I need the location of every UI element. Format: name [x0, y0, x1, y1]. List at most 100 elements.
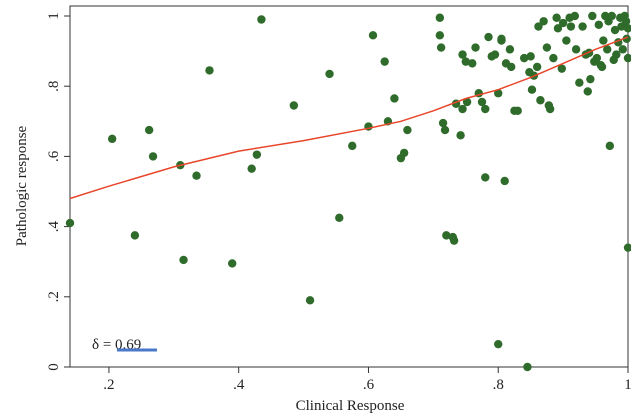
x-axis-title: Clinical Response	[296, 398, 405, 414]
plot-frame	[69, 5, 629, 368]
data-point	[257, 15, 266, 24]
data-point	[612, 50, 621, 59]
data-point	[623, 53, 631, 63]
data-point	[179, 255, 188, 265]
data-point	[588, 11, 597, 21]
data-point	[549, 53, 558, 63]
data-point	[435, 13, 445, 22]
y-tick-label: .6	[46, 150, 62, 162]
data-point	[557, 64, 567, 73]
data-point	[575, 78, 584, 87]
x-tick-label: .6	[363, 377, 375, 393]
data-point	[507, 62, 516, 72]
data-point	[618, 45, 628, 54]
data-point	[380, 57, 389, 66]
data-point	[562, 36, 571, 45]
data-point	[481, 173, 490, 182]
data-point	[442, 231, 451, 240]
data-point	[597, 62, 607, 72]
data-point	[144, 125, 154, 135]
y-tick-label: .4	[46, 220, 62, 232]
fit-line	[69, 36, 629, 200]
data-point	[494, 339, 503, 349]
data-point	[539, 17, 548, 26]
data-point	[594, 20, 604, 29]
data-point	[228, 259, 237, 268]
data-point	[403, 125, 412, 135]
data-point	[558, 18, 568, 28]
delta-equals: =	[99, 337, 115, 353]
delta-symbol: δ	[92, 337, 99, 353]
data-point	[458, 104, 467, 114]
data-point	[532, 62, 542, 72]
plot-border	[69, 5, 629, 368]
data-point	[456, 131, 465, 140]
data-point	[436, 43, 446, 52]
data-point	[534, 22, 543, 31]
x-axis: .2 .4 .6 .8 1	[103, 367, 631, 393]
y-tick-label: .8	[46, 81, 62, 92]
data-point	[471, 43, 480, 52]
data-point	[566, 22, 576, 31]
data-point	[462, 97, 472, 107]
data-point	[552, 13, 561, 22]
data-point	[192, 171, 201, 180]
data-point	[335, 213, 344, 223]
data-point	[536, 96, 545, 105]
x-tick-label: .4	[233, 377, 245, 393]
data-points	[65, 11, 631, 372]
data-point	[586, 74, 595, 84]
data-point	[621, 17, 631, 26]
x-tick-label: .2	[103, 377, 114, 393]
data-point	[65, 218, 75, 228]
data-point	[399, 148, 409, 158]
data-point	[545, 104, 555, 114]
data-point	[461, 57, 470, 66]
data-point	[527, 85, 537, 94]
data-point	[348, 141, 357, 151]
data-point	[623, 24, 631, 33]
data-point	[578, 22, 587, 31]
data-point	[610, 25, 620, 35]
data-point	[497, 34, 506, 44]
y-tick-label: 1	[46, 12, 62, 20]
data-point	[553, 24, 563, 33]
data-point	[440, 125, 450, 135]
data-point	[325, 69, 334, 79]
data-point	[523, 362, 532, 372]
y-tick-label: 0	[46, 363, 62, 371]
data-point	[513, 106, 522, 115]
data-point	[494, 89, 503, 98]
data-point	[623, 243, 631, 252]
data-point	[247, 164, 256, 173]
y-tick-label: .2	[46, 291, 62, 302]
data-point	[571, 45, 581, 54]
data-point	[438, 118, 448, 128]
data-point	[570, 11, 579, 21]
data-point	[592, 53, 602, 63]
data-point	[484, 32, 493, 42]
data-point	[305, 296, 315, 305]
data-point	[542, 43, 552, 52]
data-point	[505, 45, 515, 54]
data-point	[458, 50, 467, 59]
data-point	[368, 31, 378, 40]
data-point	[603, 45, 612, 54]
data-point	[500, 176, 509, 186]
data-point	[468, 59, 477, 68]
y-axis: 0 .2 .4 .6 .8 1	[46, 12, 70, 371]
data-point	[607, 11, 616, 21]
data-point	[435, 31, 445, 40]
data-point	[148, 152, 158, 161]
data-point	[449, 236, 459, 245]
data-point	[519, 53, 529, 63]
data-point	[130, 231, 140, 240]
y-axis-title: Pathologic response	[14, 125, 30, 246]
data-point	[107, 134, 117, 144]
data-point	[526, 52, 535, 61]
data-point	[605, 141, 615, 151]
x-tick-label: 1	[624, 377, 631, 393]
x-tick-label: .8	[493, 377, 504, 393]
data-point	[622, 34, 631, 44]
